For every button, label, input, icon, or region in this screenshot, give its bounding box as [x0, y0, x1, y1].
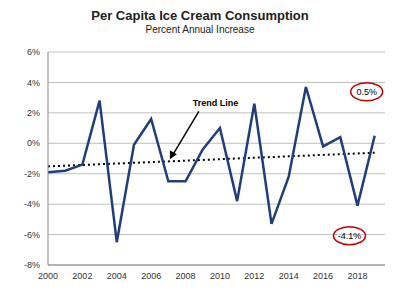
svg-text:2008: 2008 [176, 271, 196, 281]
svg-text:Trend Line: Trend Line [193, 98, 239, 108]
svg-text:-8%: -8% [24, 260, 40, 270]
svg-text:2000: 2000 [38, 271, 58, 281]
svg-text:-2%: -2% [24, 169, 40, 179]
svg-text:4%: 4% [27, 78, 40, 88]
svg-text:2012: 2012 [244, 271, 264, 281]
html-text:Percent Annual Increase: Percent Annual Increase [145, 24, 255, 35]
svg-text:6%: 6% [27, 47, 40, 57]
svg-text:2018: 2018 [347, 271, 367, 281]
svg-text:0%: 0% [27, 138, 40, 148]
svg-text:2010: 2010 [210, 271, 230, 281]
svg-text:-4%: -4% [24, 199, 40, 209]
svg-text:2%: 2% [27, 108, 40, 118]
svg-text:-6%: -6% [24, 230, 40, 240]
svg-text:2004: 2004 [107, 271, 127, 281]
svg-text:0.5%: 0.5% [356, 87, 377, 97]
svg-text:2002: 2002 [72, 271, 92, 281]
svg-text:2014: 2014 [279, 271, 299, 281]
html-text:Source: USDA: Source: USDA [8, 3, 47, 9]
svg-text:2006: 2006 [141, 271, 161, 281]
svg-text:-4.1%: -4.1% [338, 231, 362, 241]
svg-text:2016: 2016 [313, 271, 333, 281]
html-text:Per Capita Ice Cream Consumpti: Per Capita Ice Cream Consumption [91, 8, 309, 23]
